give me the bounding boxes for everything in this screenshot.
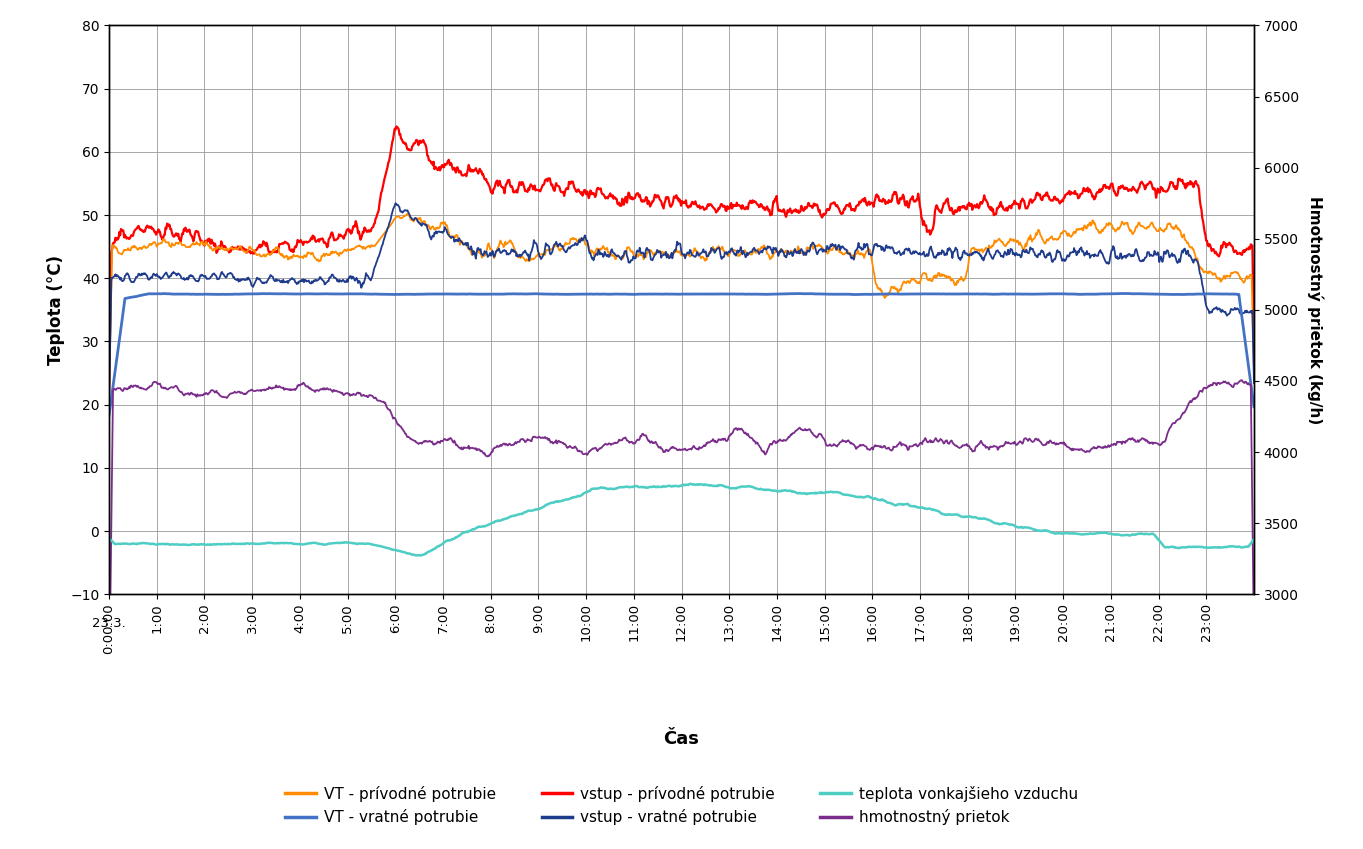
Text: 23.3.: 23.3. (93, 617, 125, 630)
Y-axis label: Hmotnostný prietok (kg/h): Hmotnostný prietok (kg/h) (1307, 196, 1323, 424)
X-axis label: Čas: Čas (664, 730, 699, 748)
Y-axis label: Teplota (°C): Teplota (°C) (46, 255, 64, 365)
Legend: VT - prívodné potrubie, VT - vratné potrubie, vstup - prívodné potrubie, vstup -: VT - prívodné potrubie, VT - vratné potr… (278, 778, 1085, 833)
